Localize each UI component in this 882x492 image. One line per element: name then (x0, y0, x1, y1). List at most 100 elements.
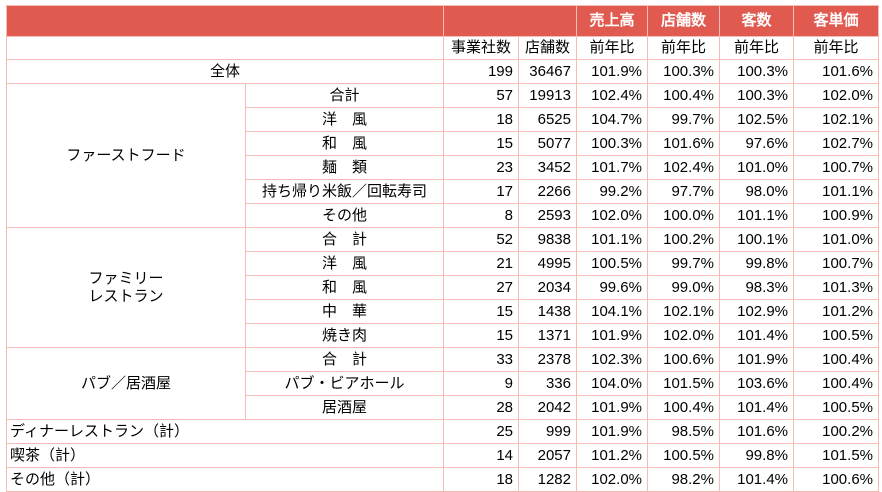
row-other-total: その他（計） 18 1282 102.0% 98.2% 101.4% 100.6… (6, 467, 879, 492)
cell-value: 102.0% (647, 323, 720, 348)
cell-value: 17 (443, 179, 519, 204)
cell-value: 15 (443, 299, 519, 324)
metric-header-sales: 売上高 (576, 5, 648, 37)
row-label: その他 (245, 203, 444, 228)
metric-header-row: 売上高 店舗数 客数 客単価 (6, 5, 879, 37)
cell-value: 103.6% (719, 371, 794, 396)
cell-value: 57 (443, 83, 519, 108)
cell-value: 15 (443, 323, 519, 348)
cell-value: 102.1% (793, 107, 879, 132)
row-fastfood-noodles: 麺 類 23 3452 101.7% 102.4% 101.0% 100.7% (7, 155, 879, 180)
cell-value: 21 (443, 251, 519, 276)
row-label: 合計 (245, 83, 444, 108)
cell-value: 101.1% (793, 179, 879, 204)
cell-value: 100.6% (647, 347, 720, 372)
metric-header-stores: 店舗数 (647, 5, 720, 37)
row-fastfood-total: ファーストフード 合計 57 19913 102.4% 100.4% 100.3… (6, 83, 879, 228)
cell-value: 100.9% (793, 203, 879, 228)
cell-value: 99.7% (647, 251, 720, 276)
cell-value: 99.8% (719, 443, 794, 468)
cell-value: 100.4% (647, 395, 720, 420)
row-label: 中 華 (245, 299, 444, 324)
cell-value: 102.4% (647, 155, 720, 180)
cell-value: 99.7% (647, 107, 720, 132)
cell-value: 2042 (518, 395, 577, 420)
row-pub-total: パブ／居酒屋 合 計 33 2378 102.3% 100.6% 101.9% … (6, 347, 879, 420)
cell-value: 199 (443, 59, 519, 84)
cell-value: 1282 (518, 467, 577, 492)
sub-header-yoy-spend: 前年比 (793, 36, 879, 60)
cell-value: 2593 (518, 203, 577, 228)
cell-value: 100.7% (793, 155, 879, 180)
cell-value: 100.4% (793, 371, 879, 396)
cell-value: 25 (443, 419, 519, 444)
cell-value: 101.0% (793, 227, 879, 252)
cell-value: 101.1% (576, 227, 648, 252)
cell-value: 97.6% (719, 131, 794, 156)
cell-value: 102.5% (719, 107, 794, 132)
cell-value: 100.4% (647, 83, 720, 108)
row-label: 合 計 (245, 347, 444, 372)
cell-value: 101.9% (576, 59, 648, 84)
cell-value: 100.1% (719, 227, 794, 252)
cell-value: 100.0% (647, 203, 720, 228)
cell-value: 101.0% (719, 155, 794, 180)
cell-value: 100.2% (647, 227, 720, 252)
sub-header-yoy-customers: 前年比 (719, 36, 794, 60)
corner-header-cell (6, 5, 444, 37)
cell-value: 1371 (518, 323, 577, 348)
cell-value: 100.6% (793, 467, 879, 492)
sub-header-blank (6, 36, 444, 60)
row-label: 麺 類 (245, 155, 444, 180)
cell-value: 101.5% (647, 371, 720, 396)
row-family-total: ファミリー レストラン 合 計 52 9838 101.1% 100.2% 10… (6, 227, 879, 348)
cell-value: 100.5% (793, 395, 879, 420)
cell-value: 99.6% (576, 275, 648, 300)
cell-value: 101.6% (647, 131, 720, 156)
cell-value: 101.9% (719, 347, 794, 372)
cell-value: 23 (443, 155, 519, 180)
cell-value: 101.6% (793, 59, 879, 84)
sub-header-row: 事業社数 店舗数 前年比 前年比 前年比 前年比 (6, 36, 879, 60)
cell-value: 101.2% (576, 443, 648, 468)
row-coffee-total: 喫茶（計） 14 2057 101.2% 100.5% 99.8% 101.5% (6, 443, 879, 468)
cell-value: 28 (443, 395, 519, 420)
cell-value: 19913 (518, 83, 577, 108)
counts-header-cell (443, 5, 577, 37)
row-pub-beerhall: パブ・ビアホール 9 336 104.0% 101.5% 103.6% 100.… (7, 371, 879, 396)
group-label-family-restaurant: ファミリー レストラン (6, 227, 246, 348)
row-label: 合 計 (245, 227, 444, 252)
row-label-other: その他（計） (6, 467, 444, 492)
cell-value: 101.4% (719, 323, 794, 348)
cell-value: 336 (518, 371, 577, 396)
cell-value: 104.1% (576, 299, 648, 324)
cell-value: 2034 (518, 275, 577, 300)
cell-value: 99.0% (647, 275, 720, 300)
row-label: 洋 風 (245, 107, 444, 132)
cell-value: 99.8% (719, 251, 794, 276)
cell-value: 100.7% (793, 251, 879, 276)
row-family-western: 洋 風 21 4995 100.5% 99.7% 99.8% 100.7% (7, 251, 879, 276)
row-fastfood-takeout-sushi: 持ち帰り米飯／回転寿司 17 2266 99.2% 97.7% 98.0% 10… (7, 179, 879, 204)
cell-value: 101.9% (576, 395, 648, 420)
stats-table: 売上高 店舗数 客数 客単価 事業社数 店舗数 前年比 前年比 前年比 前年比 … (6, 5, 879, 492)
row-label: パブ・ビアホール (245, 371, 444, 396)
cell-value: 98.3% (719, 275, 794, 300)
cell-value: 1438 (518, 299, 577, 324)
cell-value: 8 (443, 203, 519, 228)
cell-value: 101.9% (576, 323, 648, 348)
cell-value: 101.4% (719, 467, 794, 492)
row-label-overall: 全体 (6, 59, 444, 84)
cell-value: 102.7% (793, 131, 879, 156)
cell-value: 104.0% (576, 371, 648, 396)
cell-value: 4995 (518, 251, 577, 276)
row-label-coffee: 喫茶（計） (6, 443, 444, 468)
cell-value: 33 (443, 347, 519, 372)
cell-value: 101.3% (793, 275, 879, 300)
cell-value: 99.2% (576, 179, 648, 204)
cell-value: 9 (443, 371, 519, 396)
cell-value: 101.5% (793, 443, 879, 468)
row-fastfood-japanese: 和 風 15 5077 100.3% 101.6% 97.6% 102.7% (7, 131, 879, 156)
cell-value: 100.3% (719, 59, 794, 84)
row-dinner-restaurant-total: ディナーレストラン（計） 25 999 101.9% 98.5% 101.6% … (6, 419, 879, 444)
